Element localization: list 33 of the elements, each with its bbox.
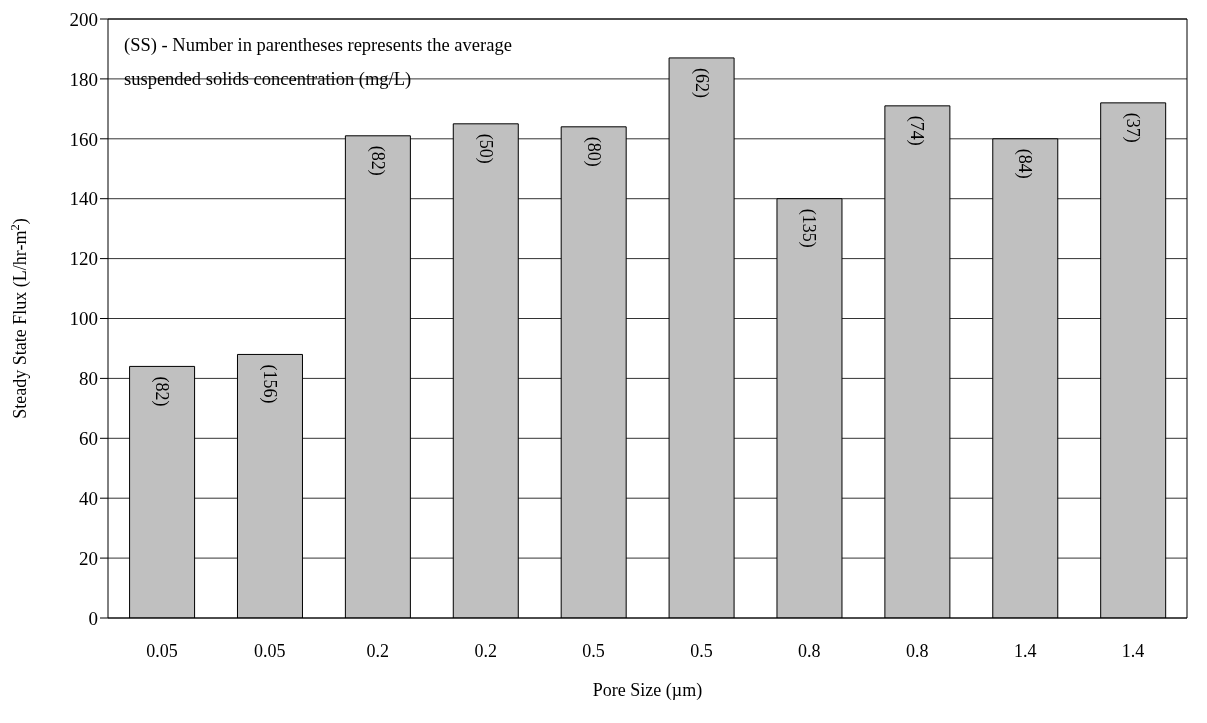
y-tick-label: 100 [69,308,98,330]
x-axis-title: Pore Size (µm) [592,680,703,701]
x-tick-label: 0.5 [690,640,713,661]
x-tick-label: 1.4 [1013,640,1037,661]
y-tick-label: 20 [79,547,98,569]
annotation: (74) [906,115,928,146]
x-tick-label: 0.2 [366,640,389,661]
y-tick-label: 40 [79,487,98,509]
annotation: (84) [1014,148,1036,179]
annotation: (135) [798,208,820,248]
x-tick-label: 0.2 [474,640,497,661]
x-tick-label: 0.8 [906,640,929,661]
annotation: (SS) - Number in parentheses represents the average suspended solids concentration (mg/L) [123,34,513,91]
annotation: (156) [258,364,280,404]
y-tick-label: 0 [88,607,98,629]
x-tick-label: 0.05 [146,640,178,661]
x-tick-label: 0.8 [798,640,821,661]
x-tick-label: 0.5 [582,640,605,661]
y-tick-label: 200 [69,8,98,30]
annotation: (82) [151,376,173,407]
y-tick-label: 120 [69,248,98,270]
annotation: (50) [474,133,496,164]
annotation: (62) [690,67,712,98]
y-tick-label: 80 [79,368,98,390]
y-tick-label: 60 [79,428,98,450]
y-tick-label: 160 [69,128,98,150]
y-tick-label: 140 [69,188,98,210]
x-tick-label: 0.05 [254,640,286,661]
annotation: (82) [366,145,388,176]
annotation: (37) [1122,112,1144,143]
annotation: (80) [582,136,604,167]
x-tick-label: 1.4 [1121,640,1145,661]
y-tick-label: 180 [69,68,98,90]
